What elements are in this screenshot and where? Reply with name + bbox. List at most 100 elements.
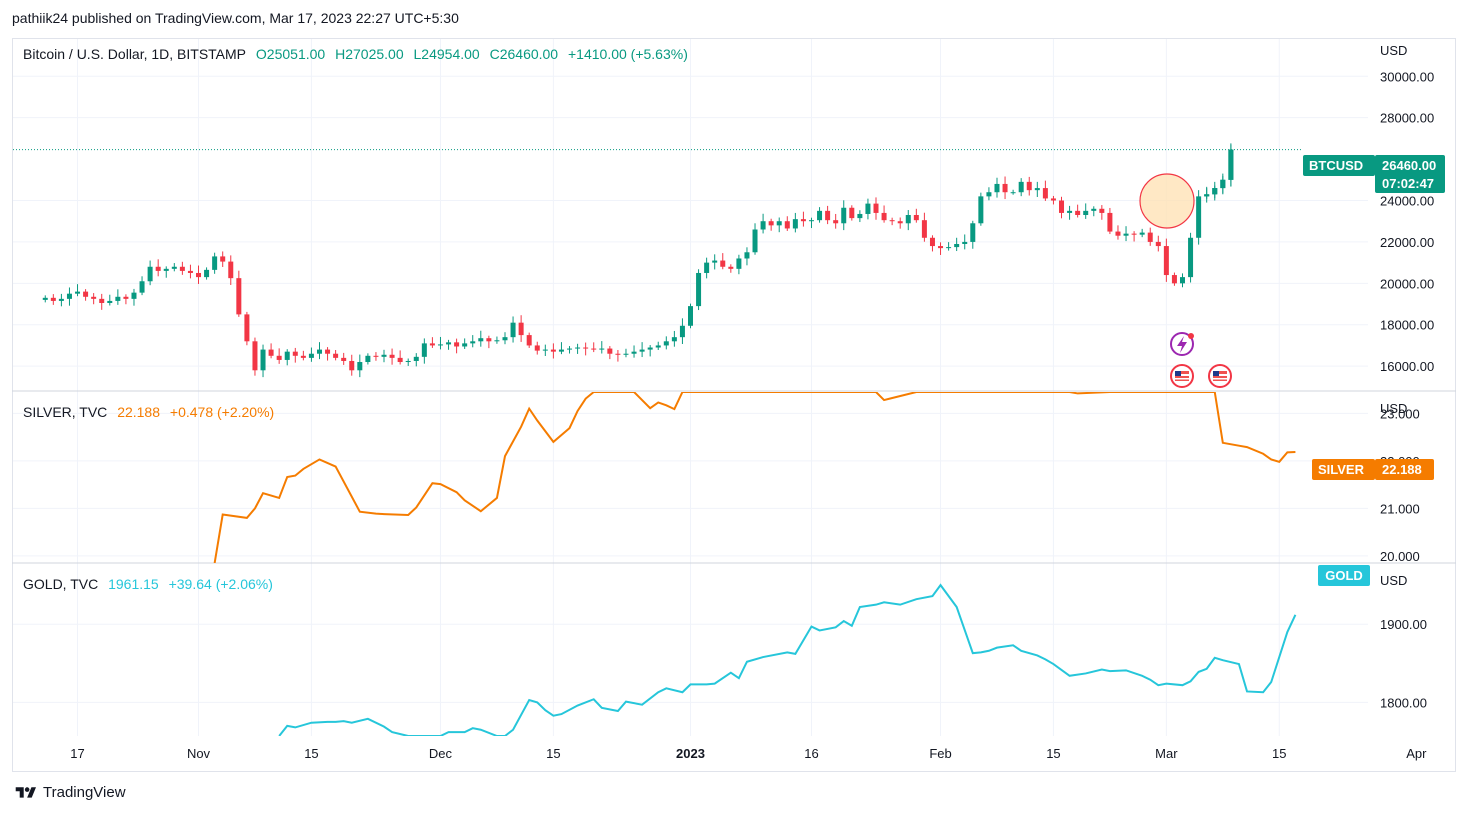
- btc-candle: [1067, 205, 1073, 220]
- x-tick-label: 15: [1046, 746, 1060, 761]
- btc-candle-body: [58, 298, 64, 301]
- btc-candle: [1091, 206, 1097, 217]
- btc-candle: [623, 348, 629, 358]
- btc-candle: [752, 223, 758, 255]
- btc-candle-body: [591, 348, 597, 350]
- btc-candle-body: [712, 260, 718, 263]
- btc-candle-body: [962, 241, 968, 244]
- btc-candle-body: [518, 322, 524, 336]
- btc-candle-body: [881, 212, 887, 221]
- btc-candle: [647, 345, 653, 357]
- btc-candle: [615, 350, 621, 362]
- btc-candle: [929, 235, 935, 252]
- btc-candle: [107, 294, 113, 306]
- btc-candle-body: [115, 296, 121, 301]
- silver-last: 22.188: [117, 404, 161, 420]
- btc-candle-body: [1067, 210, 1073, 213]
- silver-badge-price: 22.188: [1382, 462, 1422, 477]
- btc-candle: [123, 294, 129, 305]
- btc-candle-body: [1163, 246, 1169, 276]
- tradingview-footer[interactable]: TradingView: [14, 784, 126, 801]
- btc-candle: [478, 330, 484, 347]
- btc-candle-body: [825, 210, 831, 221]
- btc-candle: [1002, 176, 1008, 200]
- btc-candle-body: [413, 356, 419, 361]
- btc-candle: [244, 311, 250, 346]
- btc-candle: [962, 234, 968, 250]
- btc-candle: [607, 346, 613, 360]
- btc-candle: [276, 348, 282, 364]
- btc-candle-body: [704, 262, 710, 273]
- btc-candle-body: [373, 355, 379, 357]
- btc-candle: [139, 276, 145, 296]
- us-flag-icon-stripe: [1213, 374, 1227, 376]
- btc-candle-body: [220, 256, 226, 262]
- btc-candle: [421, 338, 427, 364]
- publisher-header: pathiik24 published on TradingView.com, …: [12, 10, 459, 26]
- btc-candle: [486, 335, 492, 349]
- price-badges: BTCUSD 26460.00 07:02:47 SILVER 22.188 GOLD: [1303, 155, 1445, 586]
- btc-high: H27025.00: [335, 46, 404, 62]
- btc-candle: [292, 347, 298, 363]
- x-tick-label: Apr: [1406, 746, 1427, 761]
- btc-y-tick-label: 24000.00: [1380, 194, 1434, 209]
- y-axes: 16000.00 18000.00 20000.00 22000.00 24000.00…: [1380, 43, 1434, 710]
- btc-candle-body: [889, 220, 895, 222]
- btc-candle: [187, 264, 193, 279]
- btc-y-tick-label: 30000.00: [1380, 69, 1434, 84]
- btc-candle: [220, 251, 226, 267]
- btc-candle-body: [800, 219, 806, 222]
- silver-symbol-badge-bg: [1312, 459, 1375, 480]
- btc-candle-body: [679, 325, 685, 338]
- btc-candle-body: [1171, 275, 1177, 284]
- btc-candle: [99, 293, 105, 310]
- btc-candle: [462, 338, 468, 349]
- us-flag-icon-stripe: [1175, 378, 1189, 380]
- btc-candle-body: [462, 343, 468, 347]
- btc-y-tick-label: 20000.00: [1380, 276, 1434, 291]
- btc-candle-body: [1196, 196, 1202, 238]
- btc-candle: [236, 270, 242, 317]
- btc-candle: [655, 341, 661, 351]
- btc-candle: [510, 316, 516, 343]
- btc-candle-body: [1155, 241, 1161, 247]
- gold-badge-symbol: GOLD: [1325, 568, 1363, 583]
- silver-y-tick-label: 23.000: [1380, 406, 1420, 421]
- btc-candle: [970, 220, 976, 249]
- btc-price-badge-bg: [1375, 155, 1445, 193]
- btc-candle-body: [179, 266, 185, 271]
- btc-candle: [792, 212, 798, 233]
- btc-candle: [865, 198, 871, 220]
- silver-change: +0.478 (+2.20%): [169, 404, 275, 420]
- btc-candle: [1010, 189, 1016, 195]
- btc-candle: [1050, 195, 1056, 205]
- btc-candle-body: [873, 203, 879, 213]
- btc-candle: [905, 210, 911, 231]
- btc-candle: [405, 358, 411, 366]
- btc-candle: [397, 350, 403, 365]
- btc-candle: [994, 177, 1000, 198]
- silver-symbol-badge: SILVER: [1312, 459, 1375, 480]
- btc-candle-body: [978, 196, 984, 224]
- btc-candle: [599, 341, 605, 354]
- btc-candle: [817, 207, 823, 223]
- btc-candle: [1196, 190, 1202, 245]
- btc-candle: [349, 354, 355, 376]
- btc-candle: [333, 350, 339, 361]
- btc-candle: [889, 217, 895, 226]
- btc-candle: [260, 344, 266, 378]
- btc-candle-body: [841, 207, 847, 224]
- btc-candle: [1188, 232, 1194, 283]
- btc-candle: [1123, 226, 1129, 242]
- btc-candle: [946, 242, 952, 251]
- btc-close: C26460.00: [489, 46, 559, 62]
- btc-candle-body: [558, 349, 564, 352]
- btc-candle-body: [817, 210, 823, 221]
- btc-candle: [567, 346, 573, 354]
- gold-y-tick-label: 1800.00: [1380, 695, 1427, 710]
- btc-candle: [308, 347, 314, 362]
- annotations[interactable]: [1139, 143, 1234, 388]
- btc-currency-label: USD: [1380, 43, 1407, 58]
- btc-candle-body: [1212, 188, 1218, 195]
